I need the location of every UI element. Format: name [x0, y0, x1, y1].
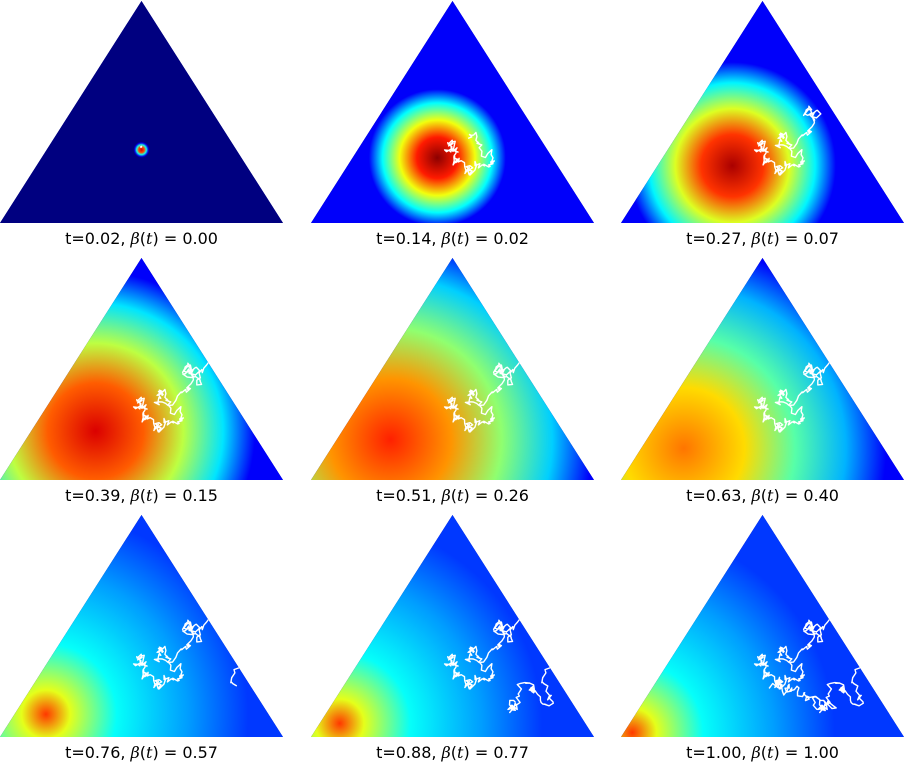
beta-close: ) =	[463, 229, 494, 248]
beta-var: t	[767, 743, 774, 762]
beta-open: (	[760, 486, 768, 505]
time-label: t=0.02,	[65, 229, 126, 248]
beta-value: 0.26	[493, 486, 529, 505]
beta-var: t	[146, 229, 153, 248]
beta-symbol: β	[751, 486, 761, 505]
beta-open: (	[450, 743, 458, 762]
simplex-density-plot	[0, 1, 283, 223]
time-label: t=0.63,	[686, 486, 747, 505]
beta-symbol: β	[441, 486, 451, 505]
beta-close: ) =	[152, 743, 183, 762]
beta-close: ) =	[773, 743, 804, 762]
simplex-panel: t=0.63, β(t) = 0.40	[621, 258, 904, 508]
simplex-panel: t=0.76, β(t) = 0.57	[0, 515, 283, 765]
beta-value: 0.02	[493, 229, 529, 248]
sample-path	[140, 145, 143, 148]
simplex-panel: t=0.02, β(t) = 0.00	[0, 1, 283, 251]
time-label: t=0.39,	[65, 486, 126, 505]
simplex-panel: t=0.88, β(t) = 0.77	[311, 515, 594, 765]
beta-symbol: β	[130, 229, 140, 248]
simplex-panel: t=1.00, β(t) = 1.00	[621, 515, 904, 765]
beta-var: t	[457, 229, 464, 248]
sample-path	[753, 105, 822, 176]
time-label: t=0.27,	[686, 229, 747, 248]
simplex-density-plot	[311, 1, 594, 223]
panel-caption: t=0.27, β(t) = 0.07	[621, 229, 904, 248]
beta-value: 0.00	[182, 229, 218, 248]
beta-var: t	[457, 486, 464, 505]
simplex-panel: t=0.51, β(t) = 0.26	[311, 258, 594, 508]
time-label: t=0.88,	[376, 743, 437, 762]
time-label: t=0.51,	[376, 486, 437, 505]
beta-open: (	[760, 743, 768, 762]
simplex-panel: t=0.27, β(t) = 0.07	[621, 1, 904, 251]
time-label: t=0.14,	[376, 229, 437, 248]
beta-close: ) =	[152, 486, 183, 505]
sample-path	[132, 320, 253, 433]
beta-symbol: β	[130, 486, 140, 505]
beta-var: t	[767, 229, 774, 248]
beta-close: ) =	[463, 743, 494, 762]
beta-open: (	[139, 229, 147, 248]
beta-value: 0.57	[182, 743, 218, 762]
simplex-density-plot	[311, 515, 594, 737]
panel-caption: t=0.02, β(t) = 0.00	[0, 229, 283, 248]
simplex-panel: t=0.14, β(t) = 0.02	[311, 1, 594, 251]
simplex-density-plot	[0, 258, 283, 480]
beta-var: t	[767, 486, 774, 505]
beta-open: (	[450, 229, 458, 248]
simplex-density-plot	[0, 515, 283, 737]
density-heatmap	[0, 1, 283, 223]
simplex-density-plot	[621, 515, 904, 737]
panel-caption: t=1.00, β(t) = 1.00	[621, 743, 904, 762]
beta-close: ) =	[463, 486, 494, 505]
density-heatmap	[0, 258, 283, 480]
simplex-density-plot	[311, 258, 594, 480]
density-heatmap	[621, 1, 904, 223]
panel-caption: t=0.51, β(t) = 0.26	[311, 486, 594, 505]
time-label: t=1.00,	[686, 743, 747, 762]
density-heatmap	[311, 1, 594, 223]
density-heatmap	[311, 258, 594, 480]
beta-var: t	[146, 486, 153, 505]
beta-open: (	[139, 486, 147, 505]
beta-symbol: β	[441, 743, 451, 762]
beta-close: ) =	[152, 229, 183, 248]
beta-close: ) =	[773, 229, 804, 248]
simplex-panel: t=0.39, β(t) = 0.15	[0, 258, 283, 508]
panel-caption: t=0.88, β(t) = 0.77	[311, 743, 594, 762]
panel-caption: t=0.39, β(t) = 0.15	[0, 486, 283, 505]
panel-caption: t=0.63, β(t) = 0.40	[621, 486, 904, 505]
beta-symbol: β	[130, 743, 140, 762]
simplex-density-plot	[621, 258, 904, 480]
panel-caption: t=0.76, β(t) = 0.57	[0, 743, 283, 762]
beta-close: ) =	[773, 486, 804, 505]
sample-path	[443, 131, 495, 176]
beta-open: (	[139, 743, 147, 762]
time-label: t=0.76,	[65, 743, 126, 762]
beta-symbol: β	[751, 743, 761, 762]
simplex-density-plot	[621, 1, 904, 223]
beta-var: t	[146, 743, 153, 762]
beta-symbol: β	[441, 229, 451, 248]
beta-open: (	[760, 229, 768, 248]
beta-symbol: β	[751, 229, 761, 248]
density-heatmap	[0, 515, 283, 737]
panel-caption: t=0.14, β(t) = 0.02	[311, 229, 594, 248]
beta-value: 0.77	[493, 743, 529, 762]
beta-value: 0.15	[182, 486, 218, 505]
beta-var: t	[457, 743, 464, 762]
beta-value: 1.00	[803, 743, 839, 762]
density-heatmap	[621, 258, 904, 480]
beta-open: (	[450, 486, 458, 505]
beta-value: 0.40	[803, 486, 839, 505]
beta-value: 0.07	[803, 229, 839, 248]
sample-path	[753, 299, 904, 433]
